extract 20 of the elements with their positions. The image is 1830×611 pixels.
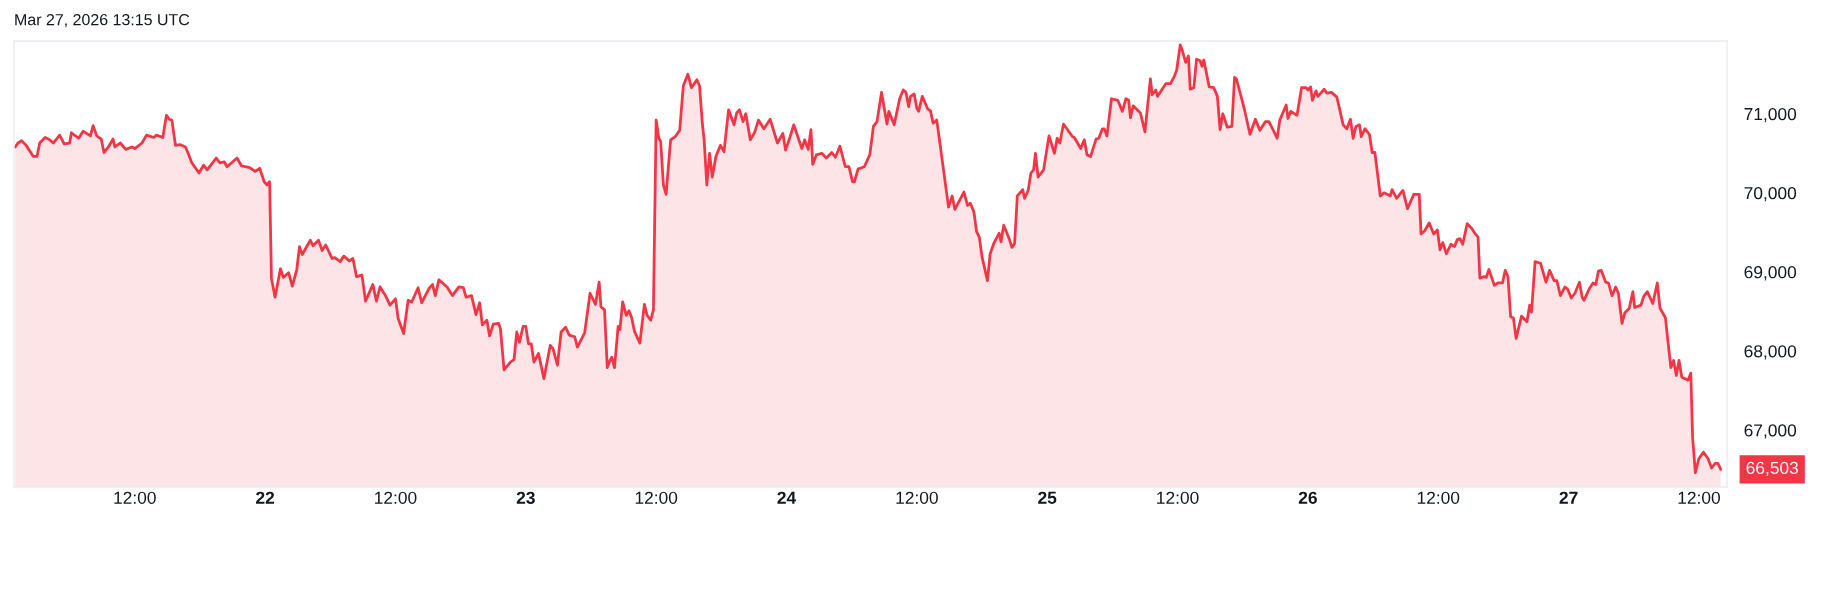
x-tick-label: 12:00 [1417,491,1460,504]
chart-title: Mar 27, 2026 13:15 UTC [15,13,190,28]
x-tick-label: 12:00 [375,491,417,504]
x-tick-label: 27 [1559,491,1578,504]
y-tick-label: 67,000 [1744,424,1797,439]
x-tick-label: 12:00 [1678,491,1720,504]
x-tick-label: 24 [777,491,797,504]
x-tick-label: 25 [1038,491,1057,504]
y-tick-label: 68,000 [1744,345,1797,360]
y-tick-label: 70,000 [1744,187,1797,202]
x-tick-label: 23 [516,491,535,504]
annotation: 66,503 [1746,461,1798,477]
y-tick-label: 71,000 [1744,107,1797,123]
x-tick-label: 26 [1298,491,1317,504]
y-tick-label: 69,000 [1744,266,1797,281]
x-tick-label: 12:00 [1157,491,1199,504]
x-tick-label: 12:00 [896,491,938,504]
x-tick-label: 12:00 [114,491,156,504]
x-tick-label: 12:00 [635,491,678,504]
x-tick-label: 22 [256,491,275,504]
